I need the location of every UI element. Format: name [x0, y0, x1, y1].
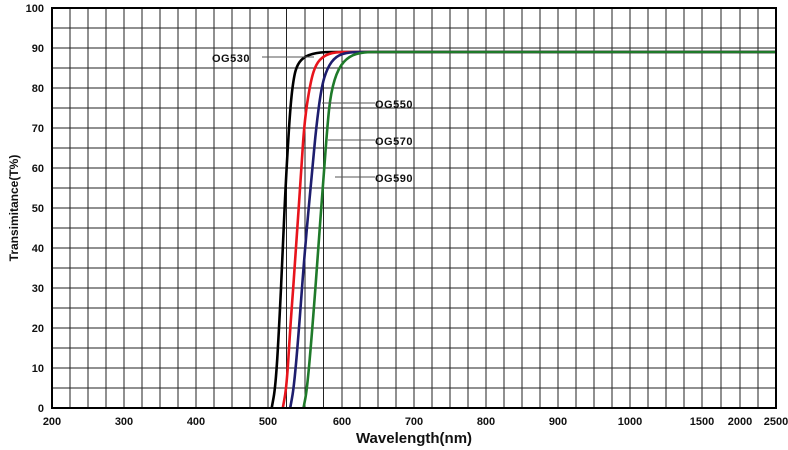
- x-tick-labels: 200 300 400 500 600 700 800 900 1000 1500 2000 2500: [43, 416, 788, 428]
- y-tick-label: 30: [32, 283, 44, 295]
- series-line-og590: [302, 50, 776, 409]
- x-tick-label: 400: [187, 416, 205, 428]
- y-tick-labels: 0 10 20 30 40 50 60 70 80 90 100: [26, 3, 44, 415]
- y-tick-label: 10: [32, 363, 44, 375]
- series-line-og530: [270, 50, 776, 409]
- x-tick-label: 800: [477, 416, 495, 428]
- y-tick-label: 60: [32, 163, 44, 175]
- x-tick-label: 900: [549, 416, 567, 428]
- x-tick-label: 2000: [728, 416, 752, 428]
- callout-label-og550: OG550: [375, 99, 413, 111]
- series-line-og570: [288, 50, 776, 409]
- plot-area-frame: [51, 7, 777, 409]
- y-axis-title: Transimitance(T%): [7, 155, 21, 262]
- series-line-og550: [281, 50, 776, 409]
- grid: [52, 8, 776, 408]
- y-tick-label: 80: [32, 83, 44, 95]
- x-tick-label: 200: [43, 416, 61, 428]
- y-tick-label: 20: [32, 323, 44, 335]
- x-tick-label: 500: [259, 416, 277, 428]
- callout-label-og590: OG590: [375, 173, 413, 185]
- x-tick-label: 1000: [618, 416, 642, 428]
- y-tick-label: 100: [26, 3, 44, 15]
- y-tick-label: 0: [38, 403, 44, 415]
- callout-label-og570: OG570: [375, 136, 413, 148]
- callout-label-og530: OG530: [212, 53, 250, 65]
- series-lines: [270, 50, 776, 409]
- x-tick-label: 700: [405, 416, 423, 428]
- x-tick-label: 600: [333, 416, 351, 428]
- y-tick-label: 70: [32, 123, 44, 135]
- callouts: OG530 OG550 OG570 OG590: [212, 53, 413, 185]
- x-tick-label: 300: [115, 416, 133, 428]
- x-tick-label: 1500: [690, 416, 714, 428]
- x-axis-title: Wavelength(nm): [356, 430, 472, 447]
- y-tick-label: 50: [32, 203, 44, 215]
- y-tick-label: 40: [32, 243, 44, 255]
- y-tick-label: 90: [32, 43, 44, 55]
- x-tick-label: 2500: [764, 416, 788, 428]
